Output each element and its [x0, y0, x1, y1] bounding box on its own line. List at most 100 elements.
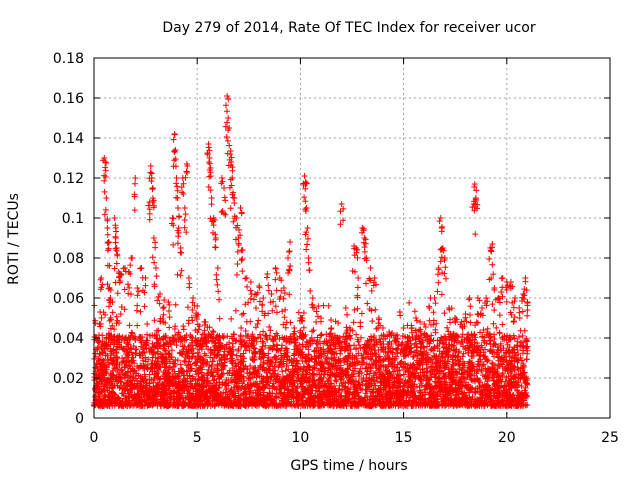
data-point [287, 319, 294, 326]
data-point [320, 302, 327, 309]
data-point [309, 328, 316, 335]
data-point [228, 315, 235, 322]
data-point [476, 352, 483, 359]
data-point [368, 333, 375, 340]
data-point [151, 317, 158, 324]
data-point [331, 382, 338, 389]
data-point [295, 309, 302, 316]
data-point [484, 357, 491, 364]
data-point [397, 312, 404, 319]
data-point [113, 313, 120, 320]
data-point [465, 331, 472, 338]
data-point [367, 355, 374, 362]
data-point [493, 324, 500, 331]
data-point [408, 348, 415, 355]
data-point [219, 342, 226, 349]
data-point [238, 324, 245, 331]
data-point [128, 329, 135, 336]
data-point [441, 310, 448, 317]
data-point [180, 326, 187, 333]
data-point [134, 322, 141, 329]
data-point [433, 320, 440, 327]
data-point [406, 299, 413, 306]
data-point [363, 386, 370, 393]
data-point [524, 338, 531, 345]
data-point [166, 324, 173, 331]
data-point [194, 349, 201, 356]
data-point [353, 331, 360, 338]
chart-title: Day 279 of 2014, Rate Of TEC Index for r… [162, 20, 536, 36]
data-point [523, 344, 530, 351]
data-point [394, 350, 401, 357]
data-point [357, 323, 364, 330]
data-point [459, 331, 466, 338]
data-point [391, 363, 398, 370]
data-point [249, 331, 256, 338]
data-point [172, 301, 179, 308]
data-point [358, 310, 365, 317]
data-point [213, 333, 220, 340]
data-point [291, 340, 298, 347]
data-point [127, 378, 134, 385]
data-point [109, 367, 116, 374]
data-point [432, 329, 439, 336]
data-point [139, 348, 146, 355]
data-point [293, 357, 300, 364]
data-point [117, 310, 124, 317]
data-point [111, 326, 118, 333]
data-point [482, 346, 489, 353]
data-point [511, 335, 518, 342]
data-point [129, 330, 136, 337]
data-point [272, 353, 279, 360]
data-point [272, 303, 279, 310]
data-point [324, 360, 331, 367]
data-point [281, 314, 288, 321]
data-point [273, 330, 280, 337]
data-point [489, 301, 496, 308]
data-point [369, 318, 376, 325]
data-point [524, 350, 531, 357]
data-point [195, 326, 202, 333]
data-point [210, 377, 217, 384]
data-point [296, 341, 303, 348]
data-point [444, 324, 451, 331]
data-point [351, 306, 358, 313]
data-point [279, 368, 286, 375]
data-point [364, 337, 371, 344]
data-point [148, 360, 155, 367]
data-point [208, 338, 215, 345]
data-point [310, 327, 317, 334]
data-point [363, 371, 370, 378]
data-point [350, 319, 357, 326]
data-point [314, 313, 321, 320]
data-point [279, 308, 286, 315]
data-point [397, 359, 404, 366]
data-point [368, 307, 375, 314]
data-point [273, 309, 280, 316]
data-point [274, 346, 281, 353]
data-point [209, 328, 216, 335]
data-point [394, 361, 401, 368]
data-point [283, 345, 290, 352]
data-point [328, 316, 335, 323]
data-point [257, 335, 264, 342]
data-point [349, 327, 356, 334]
data-point [245, 401, 252, 408]
data-point [180, 323, 187, 330]
data-point [240, 310, 247, 317]
data-point [477, 329, 484, 336]
data-point [358, 334, 365, 341]
data-point [171, 325, 178, 332]
data-point [357, 345, 364, 352]
data-point [411, 308, 418, 315]
data-point [266, 370, 273, 377]
data-point [332, 377, 339, 384]
data-point [102, 311, 109, 318]
data-point [409, 333, 416, 340]
data-point [356, 342, 363, 349]
data-point [138, 343, 145, 350]
data-point [523, 356, 530, 363]
data-point [393, 353, 400, 360]
data-point [499, 321, 506, 328]
